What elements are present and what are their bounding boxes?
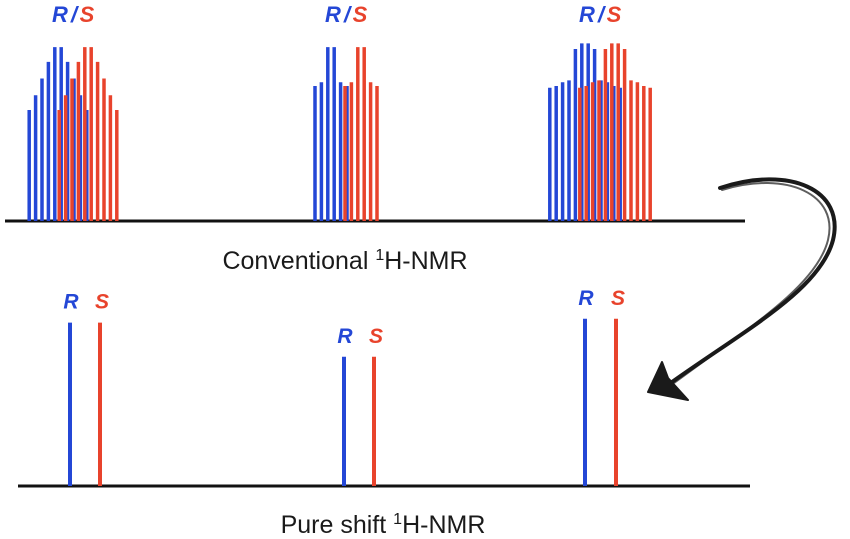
r-label: R — [52, 2, 68, 27]
r-label: R — [325, 2, 341, 27]
slash-label: / — [70, 2, 80, 27]
pure-shift-caption: Pure shift 1H-NMR — [281, 511, 486, 539]
s-label: S — [611, 287, 625, 310]
s-label: S — [95, 291, 109, 314]
s-label: S — [607, 2, 622, 27]
arrow-shaft-sketch — [669, 182, 831, 387]
s-label: S — [353, 2, 368, 27]
r-label: R — [63, 291, 79, 314]
s-label: S — [369, 325, 383, 348]
s-label: S — [80, 2, 95, 27]
arrow-head — [647, 361, 689, 401]
r-label: R — [578, 287, 594, 310]
r-label: R — [337, 325, 353, 348]
pure-shift-spectrum: R SR SR S — [18, 287, 750, 488]
conventional-rs-labels: R / S R / S R / S — [52, 2, 622, 27]
pure-shift-rs-labels: R SR SR S — [63, 287, 625, 348]
arrow-shaft — [670, 177, 837, 384]
conventional-spectrum: R / S R / S R / S — [5, 2, 745, 223]
slash-label: / — [343, 2, 353, 27]
pure-shift-peaks — [68, 318, 618, 486]
r-label: R — [579, 2, 595, 27]
conventional-peaks — [27, 43, 652, 221]
slash-label: / — [597, 2, 607, 27]
curved-arrow-icon — [647, 177, 837, 401]
conventional-caption: Conventional 1H-NMR — [222, 247, 467, 275]
